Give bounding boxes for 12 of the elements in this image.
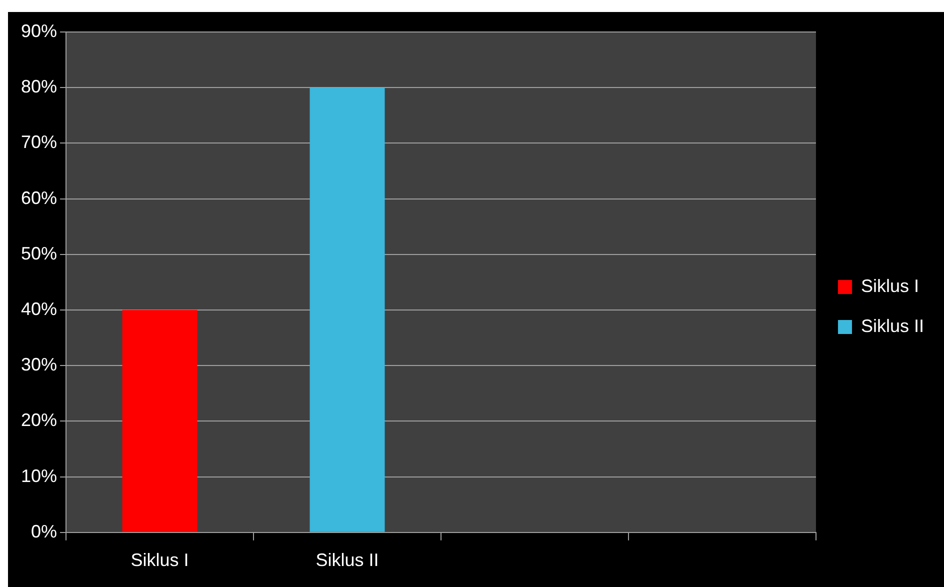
y-tick-label: 10% [20, 466, 58, 486]
y-tick-label: 0% [31, 521, 58, 542]
y-tick-label: 80% [20, 76, 58, 97]
y-tick-label: 90% [20, 20, 58, 41]
legend-label: Siklus I [860, 276, 920, 296]
y-tick-label: 20% [20, 410, 58, 430]
y-tick-label: 60% [20, 188, 58, 208]
y-tick-label: 50% [20, 243, 58, 264]
y-tick-label: 40% [20, 298, 58, 319]
y-tick-label: 30% [20, 354, 58, 375]
legend-label: Siklus II [860, 316, 924, 336]
y-tick-label: 70% [20, 132, 58, 152]
